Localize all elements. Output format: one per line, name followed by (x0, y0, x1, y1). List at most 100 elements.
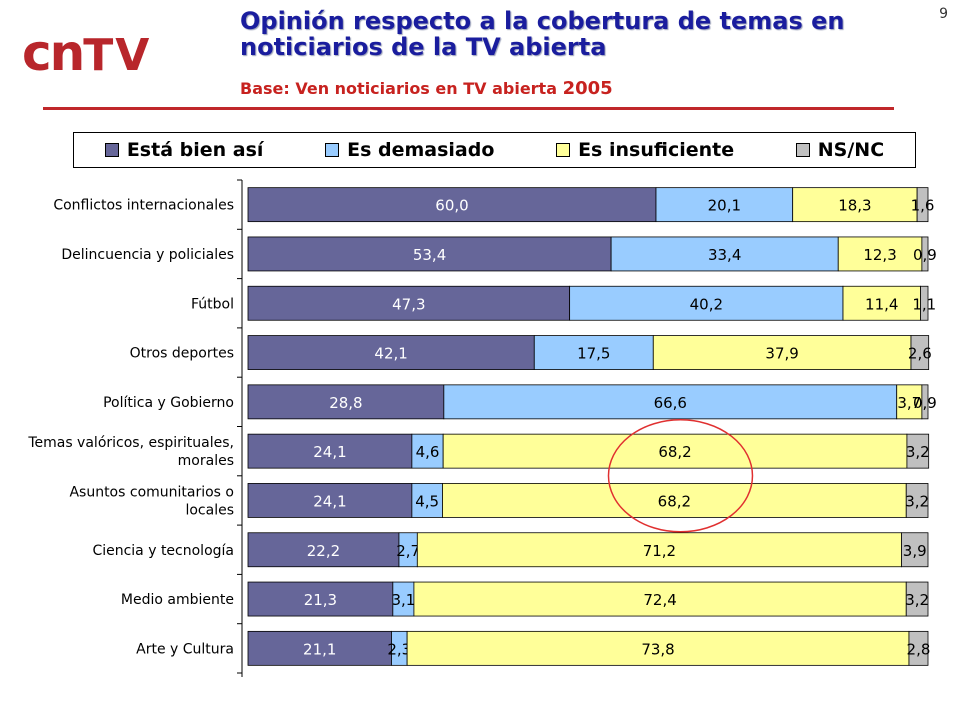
bar-segment-bien (247, 236, 612, 272)
bar-segment-nsnc (921, 236, 929, 272)
data-label: 47,3 (392, 295, 425, 313)
category-label: Medio ambiente (121, 592, 234, 608)
legend-swatch-demasiado (325, 143, 340, 157)
legend-swatch-nsnc (795, 143, 810, 157)
data-label: 22,2 (307, 542, 340, 560)
data-label: 18,3 (838, 197, 871, 215)
bar-segment-insuficiente (416, 532, 902, 568)
data-label: 2,7 (396, 542, 420, 560)
title-divider (43, 107, 894, 110)
data-label: 4,6 (416, 443, 440, 461)
data-label: 4,5 (415, 492, 439, 510)
bar-segment-insuficiente (442, 483, 907, 518)
cntv-logo: cnTV (22, 28, 151, 78)
bar-segment-nsnc (905, 581, 929, 617)
data-label: 72,4 (643, 591, 676, 609)
legend-label-insuficiente: Es insuficiente (578, 139, 735, 161)
bar-segment-insuficiente (842, 285, 921, 321)
data-label: 2,3 (387, 640, 411, 658)
bar-segment-nsnc (921, 384, 929, 420)
data-label: 42,1 (374, 345, 407, 363)
logo-cn: cn (22, 24, 85, 82)
bar-segment-demasiado (610, 236, 839, 272)
data-label: 68,2 (658, 443, 691, 461)
bar-segment-bien (247, 532, 400, 568)
data-label: 0,9 (913, 394, 937, 412)
bar-segment-bien (247, 433, 413, 469)
data-label: 37,9 (765, 345, 798, 363)
data-label: 66,6 (654, 394, 687, 412)
bar-segment-nsnc (908, 630, 929, 666)
bar-segment-bien (247, 630, 392, 666)
subtitle-year: 2005 (562, 78, 613, 99)
data-label: 1,1 (912, 295, 936, 313)
data-label: 33,4 (708, 246, 741, 264)
data-label: 0,9 (913, 246, 937, 264)
page-title: Opinión respecto a la cobertura de temas… (240, 7, 845, 61)
data-label: 2,6 (908, 345, 932, 363)
category-label: Fútbol (191, 296, 234, 312)
category-label: Asuntos comunitarios o locales (69, 484, 234, 518)
logo-tv: TV (83, 30, 152, 81)
data-label: 3,9 (903, 542, 927, 560)
data-label: 11,4 (865, 295, 898, 313)
data-label: 60,0 (435, 197, 468, 215)
legend-swatch-bien (104, 143, 119, 157)
bar-segment-nsnc (901, 532, 929, 568)
legend-label-bien: Está bien así (126, 139, 264, 161)
bar-segment-demasiado (569, 285, 844, 321)
data-label: 3,1 (391, 591, 415, 609)
category-label: Política y Gobierno (103, 395, 234, 411)
data-label: 12,3 (863, 246, 896, 264)
data-label: 28,8 (329, 394, 362, 412)
data-label: 3,2 (905, 591, 929, 609)
bar-segment-demasiado (411, 483, 443, 518)
legend-item-demasiado: Es demasiado (325, 139, 494, 161)
data-label: 73,8 (641, 640, 674, 658)
data-label: 24,1 (313, 443, 346, 461)
category-label: Ciencia y tecnología (92, 543, 234, 559)
category-label: Temas valóricos, espirituales, morales (27, 435, 234, 469)
category-label: Conflictos internacionales (53, 198, 234, 214)
subtitle-text: Base: Ven noticiarios en TV abierta (240, 79, 557, 98)
bar-segment-demasiado (411, 433, 444, 469)
bar-segment-nsnc (916, 187, 929, 223)
data-label: 3,2 (905, 492, 929, 510)
bar-segment-demasiado (533, 335, 654, 370)
bar-segment-insuficiente (442, 433, 908, 469)
chart-legend: Está bien así Es demasiado Es insuficien… (73, 132, 916, 168)
bar-segment-demasiado (443, 384, 898, 420)
data-label: 2,8 (907, 640, 931, 658)
legend-item-nsnc: NS/NC (795, 139, 885, 161)
category-label: Delincuencia y policiales (61, 247, 234, 263)
legend-label-nsnc: NS/NC (817, 139, 885, 161)
category-label: Otros deportes (130, 346, 234, 362)
data-label: 71,2 (643, 542, 676, 560)
data-label: 17,5 (577, 345, 610, 363)
data-label: 20,1 (708, 197, 741, 215)
data-label: 40,2 (690, 295, 723, 313)
category-label: Arte y Cultura (136, 641, 234, 657)
data-label: 21,3 (304, 591, 337, 609)
legend-item-insuficiente: Es insuficiente (556, 139, 734, 161)
bar-segment-nsnc (910, 335, 930, 370)
data-label: 3,7 (897, 394, 921, 412)
bar-segment-demasiado (655, 187, 794, 223)
bar-segment-bien (247, 483, 413, 518)
legend-label-demasiado: Es demasiado (347, 139, 495, 161)
bar-segment-insuficiente (413, 581, 907, 617)
bar-segment-insuficiente (896, 384, 923, 420)
page-number: 9 (939, 6, 948, 22)
highlight-ellipse (607, 419, 754, 533)
data-label: 68,2 (658, 492, 691, 510)
bar-segment-bien (247, 581, 394, 617)
bar-segment-bien (247, 285, 571, 321)
bar-segment-nsnc (905, 483, 929, 518)
legend-item-bien: Está bien así (104, 139, 264, 161)
bar-segment-nsnc (920, 285, 929, 321)
data-label: 21,1 (303, 640, 336, 658)
bar-segment-insuficiente (652, 335, 912, 370)
bar-segment-bien (247, 384, 445, 420)
bar-segment-insuficiente (837, 236, 923, 272)
